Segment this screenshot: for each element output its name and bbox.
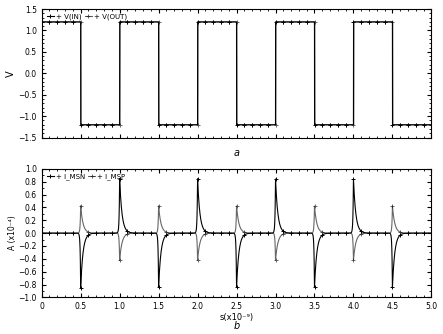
Text: a: a <box>233 148 240 158</box>
Y-axis label: V: V <box>6 70 16 77</box>
Legend: + V(IN), + V(OUT): + V(IN), + V(OUT) <box>45 13 128 22</box>
Text: b: b <box>233 321 240 331</box>
Y-axis label: A (x10⁻⁴): A (x10⁻⁴) <box>8 216 17 250</box>
X-axis label: s(x10⁻⁹): s(x10⁻⁹) <box>219 313 253 322</box>
Legend: + I_MSN, + I_MSP: + I_MSN, + I_MSP <box>45 172 127 182</box>
